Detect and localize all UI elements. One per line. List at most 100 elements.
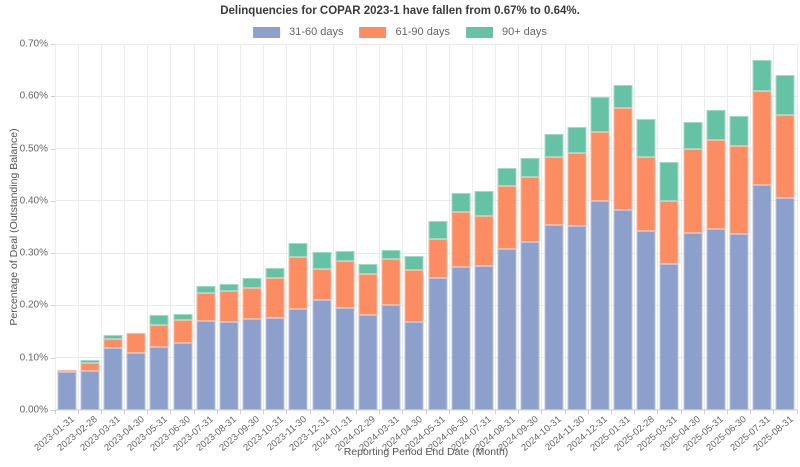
bar-2024-02-29 [356, 44, 379, 410]
bar-segment-90+-days [775, 75, 795, 115]
bar-2025-02-28 [635, 44, 658, 410]
bar-2023-12-31 [310, 44, 333, 410]
bar-segment-31-60-days [613, 209, 633, 410]
bar-2023-02-28 [78, 44, 101, 410]
x-gridline [495, 44, 497, 410]
bar-segment-31-60-days [567, 226, 587, 410]
y-tick-mark [51, 305, 55, 307]
bar-segment-31-60-days [335, 307, 355, 410]
bar-segment-31-60-days [103, 347, 123, 410]
x-tick-mark [193, 410, 195, 414]
x-tick-mark [448, 410, 450, 414]
x-tick-mark [309, 410, 311, 414]
chart-title: Delinquencies for COPAR 2023-1 have fall… [220, 5, 580, 17]
legend-swatch-icon [465, 26, 493, 38]
bar-segment-61-90-days [706, 140, 726, 229]
x-gridline [193, 44, 195, 410]
x-gridline [448, 44, 450, 410]
bar-segment-90+-days [752, 59, 772, 92]
bar-segment-61-90-days [497, 186, 517, 249]
bar-2025-05-31 [704, 44, 727, 410]
bar-segment-61-90-days [196, 292, 216, 322]
bar-2024-01-31 [333, 44, 356, 410]
y-axis-title: Percentage of Deal (Outstanding Balance) [8, 128, 20, 326]
bar-segment-61-90-days [381, 259, 401, 306]
x-tick-mark [425, 410, 427, 414]
bar-segment-31-60-days [312, 299, 332, 410]
bar-segment-90+-days [451, 193, 471, 212]
bar-segment-31-60-days [428, 277, 448, 410]
bar-segment-61-90-days [729, 145, 749, 235]
bar-segment-90+-days [80, 360, 100, 363]
x-tick-mark [77, 410, 79, 414]
bar-segment-61-90-days [474, 215, 494, 266]
bar-segment-90+-days [683, 121, 703, 150]
y-tick-mark [51, 148, 55, 150]
bar-2024-06-30 [449, 44, 472, 410]
x-tick-mark [564, 410, 566, 414]
x-tick-mark [587, 410, 589, 414]
y-tick-label: 0.50% [19, 143, 48, 155]
bar-segment-90+-days [103, 334, 123, 339]
y-tick-label: 0.40% [19, 195, 48, 207]
x-gridline [796, 44, 798, 410]
bar-segment-61-90-days [613, 108, 633, 210]
bar-segment-61-90-days [683, 149, 703, 234]
x-tick-mark [286, 410, 288, 414]
x-gridline [286, 44, 288, 410]
bar-segment-61-90-days [358, 274, 378, 316]
x-tick-mark [611, 410, 612, 414]
x-tick-mark [147, 410, 149, 414]
bar-2024-05-31 [426, 44, 449, 410]
x-tick-mark [726, 410, 728, 414]
x-tick-mark [518, 410, 520, 414]
x-gridline [587, 44, 589, 410]
bar-segment-90+-days [474, 191, 494, 216]
x-tick-mark [263, 410, 265, 414]
x-gridline [726, 44, 728, 410]
x-tick-mark [750, 410, 752, 414]
bar-segment-31-60-days [636, 230, 656, 410]
x-tick-mark [100, 410, 102, 414]
bar-segment-90+-days [381, 250, 401, 260]
y-tick-mark [51, 200, 55, 202]
bar-segment-61-90-days [57, 369, 77, 373]
x-gridline [216, 44, 218, 410]
bar-segment-90+-days [173, 313, 193, 321]
bar-2023-08-31 [217, 44, 240, 410]
bar-2023-07-31 [194, 44, 217, 410]
bar-2023-10-31 [264, 44, 287, 410]
x-gridline [263, 44, 265, 410]
legend-swatch-icon [359, 26, 387, 38]
legend: 31-60 days 61-90 days 90+ days [253, 26, 547, 38]
legend-label: 61-90 days [395, 26, 450, 38]
x-gridline [773, 44, 775, 410]
bar-segment-90+-days [428, 220, 448, 239]
x-tick-mark [471, 410, 473, 414]
bar-segment-90+-days [520, 158, 540, 177]
bar-segment-31-60-days [451, 266, 471, 410]
x-axis-line [55, 409, 797, 410]
x-tick-mark [541, 410, 543, 414]
bar-segment-31-60-days [57, 372, 77, 410]
bar-segment-31-60-days [497, 248, 517, 410]
x-tick-mark [170, 410, 172, 414]
y-tick-mark [51, 357, 55, 359]
bar-segment-90+-days [544, 134, 564, 157]
bar-segment-31-60-days [381, 305, 401, 410]
x-gridline [77, 44, 79, 410]
x-gridline [541, 44, 543, 410]
bar-segment-90+-days [590, 96, 610, 132]
bar-segment-61-90-days [312, 268, 332, 300]
bar-segment-61-90-days [636, 157, 656, 231]
bar-segment-90+-days [659, 162, 679, 202]
bar-2023-01-31 [55, 44, 78, 410]
x-gridline [425, 44, 427, 410]
bar-2024-03-31 [380, 44, 403, 410]
plot-area [54, 43, 798, 411]
y-tick-label: 0.30% [19, 247, 48, 259]
x-tick-mark [240, 410, 241, 414]
bar-2023-05-31 [148, 44, 171, 410]
y-tick-mark [51, 44, 55, 45]
x-gridline [240, 44, 241, 410]
